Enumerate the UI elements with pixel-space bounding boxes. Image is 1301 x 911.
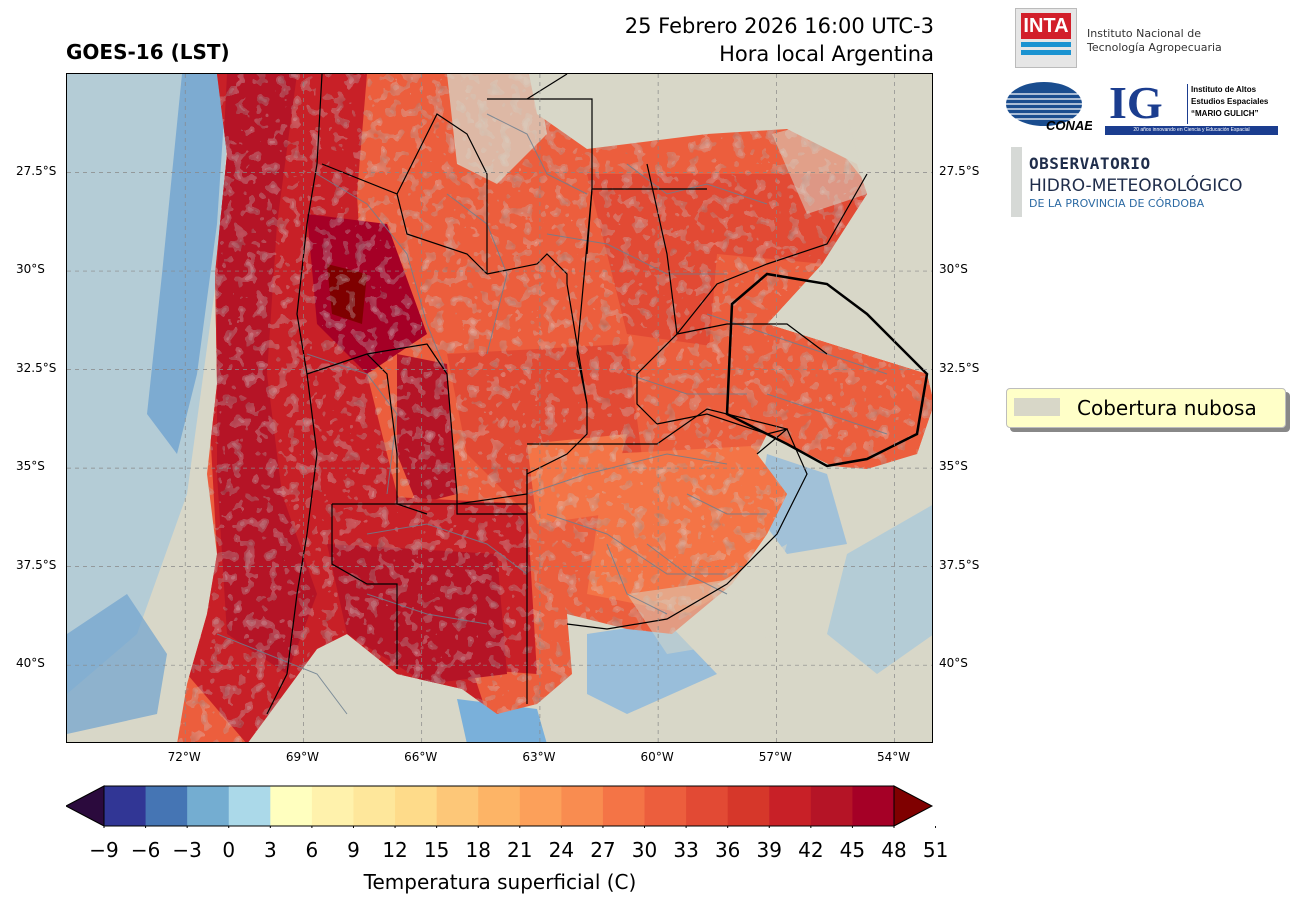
- lat-tick-label-right: 37.5°S: [939, 557, 980, 572]
- colorbar-segment: [145, 786, 188, 826]
- colorbar-segment: [395, 786, 438, 826]
- colorbar-segment: [353, 786, 396, 826]
- lst-map: [66, 73, 933, 743]
- colorbar-segment: [602, 786, 646, 826]
- lon-tick-label: 57°W: [758, 750, 792, 764]
- ig-name-line-3: “MARIO GULICH”: [1191, 109, 1259, 118]
- lat-tick-label-left: 35°S: [16, 459, 45, 474]
- colorbar-segment: [519, 786, 562, 826]
- colorbar-segment: [852, 786, 895, 826]
- colorbar-under-extension: [66, 785, 105, 827]
- lon-tick-label: 63°W: [522, 750, 556, 764]
- colorbar-tick-label: 39: [756, 838, 782, 862]
- ig-name-line-1: Instituto de Altos: [1191, 85, 1257, 94]
- colorbar-segment: [686, 786, 729, 826]
- colorbar-tick-label: 30: [631, 838, 658, 862]
- colorbar-tick-label: 12: [382, 838, 408, 862]
- local-time-label: Hora local Argentina: [719, 42, 934, 66]
- colorbar-tick-label: 48: [881, 838, 907, 862]
- colorbar-segment: [561, 786, 604, 826]
- colorbar-tick-label: 21: [507, 838, 533, 862]
- lon-tick-label: 66°W: [404, 750, 438, 764]
- lat-tick-label-left: 37.5°S: [16, 557, 57, 572]
- inta-logo: INTA: [1015, 8, 1077, 68]
- product-title: GOES-16 (LST): [66, 40, 230, 64]
- colorbar-tick-label: −6: [130, 838, 161, 862]
- colorbar-segment: [810, 786, 853, 826]
- colorbar-segment: [311, 786, 354, 826]
- inta-logo-mark: INTA: [1023, 15, 1069, 37]
- inta-name-line-1: Instituto Nacional de: [1087, 27, 1201, 40]
- datetime-label: 25 Febrero 2026 16:00 UTC-3: [624, 14, 934, 38]
- colorbar-frame: [103, 785, 895, 827]
- inta-name-line-2: Tecnología Agropecuaria: [1087, 41, 1222, 54]
- lat-tick-label-left: 27.5°S: [16, 163, 57, 178]
- colorbar-tick-label: 9: [347, 838, 360, 862]
- colorbar-segment: [187, 786, 230, 826]
- lst-map-canvas: [67, 74, 932, 742]
- temperature-colorbar: [66, 785, 936, 828]
- colorbar-tick-label: 24: [548, 838, 575, 862]
- map-gridlines: [67, 74, 932, 742]
- colorbar-segment: [478, 786, 521, 826]
- colorbar-segment: [769, 786, 812, 826]
- lon-tick-label: 69°W: [285, 750, 320, 764]
- lat-tick-label-left: 32.5°S: [16, 360, 57, 375]
- colorbar-tick-label: 45: [839, 838, 866, 862]
- ig-name-line-2: Estudios Espaciales: [1191, 97, 1269, 106]
- colorbar-segment: [727, 786, 770, 826]
- colorbar-tick-label: 33: [673, 838, 699, 862]
- colorbar-tick-label: 15: [423, 838, 450, 862]
- cloud-cover-label: Cobertura nubosa: [1077, 396, 1257, 420]
- datetime-title: 25 Febrero 2026 16:00 UTC-3 Hora local A…: [625, 12, 934, 68]
- lat-tick-label-right: 27.5°S: [939, 163, 980, 178]
- colorbar-segment: [270, 786, 313, 826]
- lat-tick-label-left: 40°S: [16, 656, 45, 671]
- lon-tick-label: 54°W: [877, 750, 911, 764]
- observatorio-line-3: DE LA PROVINCIA DE CÓRDOBA: [1029, 197, 1205, 210]
- ig-logo-mark: IG: [1109, 77, 1163, 128]
- conae-logo: CONAE: [1006, 82, 1092, 132]
- colorbar-tick-label: 18: [465, 838, 491, 862]
- colorbar-over-extension: [893, 785, 934, 827]
- lon-tick-label: 60°W: [640, 750, 674, 764]
- colorbar-segment: [436, 786, 479, 826]
- conae-logo-text: CONAE: [1046, 118, 1092, 132]
- colorbar-tick-label: 3: [263, 838, 277, 862]
- colorbar-segment: [228, 786, 271, 826]
- lat-tick-label-right: 40°S: [939, 656, 968, 671]
- colorbar-title: Temperatura superficial (C): [0, 870, 1000, 894]
- cloud-cover-swatch: [1014, 398, 1060, 416]
- colorbar-tick-label: 6: [305, 838, 319, 862]
- lat-tick-label-right: 30°S: [939, 262, 968, 277]
- colorbar-title-text: Temperatura superficial (C): [363, 870, 637, 894]
- lat-tick-label-left: 30°S: [16, 262, 45, 277]
- colorbar-tick-label: 27: [590, 838, 616, 862]
- colorbar-segment: [104, 786, 147, 826]
- observatorio-logo-bar: [1011, 147, 1022, 217]
- ig-tagline: 20 años innovando en Ciencia y Educación…: [1105, 126, 1278, 135]
- colorbar-segment: [644, 786, 687, 826]
- colorbar-tick-label: 0: [222, 838, 236, 862]
- observatorio-line-2: HIDRO-METEOROLÓGICO: [1029, 176, 1243, 196]
- lat-tick-label-right: 32.5°S: [939, 360, 980, 375]
- lon-tick-label: 72°W: [167, 750, 201, 764]
- ig-logo: IG Instituto de Altos Estudios Espaciale…: [1105, 78, 1278, 136]
- colorbar-tick-label: 36: [714, 838, 741, 862]
- colorbar-tick-label: −3: [172, 838, 202, 862]
- colorbar-tick-label: −9: [89, 838, 119, 862]
- colorbar-tick-label: 42: [798, 838, 824, 862]
- observatorio-line-1: OBSERVATORIO: [1029, 154, 1151, 173]
- lat-tick-label-right: 35°S: [939, 459, 968, 474]
- colorbar-tick-label: 51: [922, 838, 949, 862]
